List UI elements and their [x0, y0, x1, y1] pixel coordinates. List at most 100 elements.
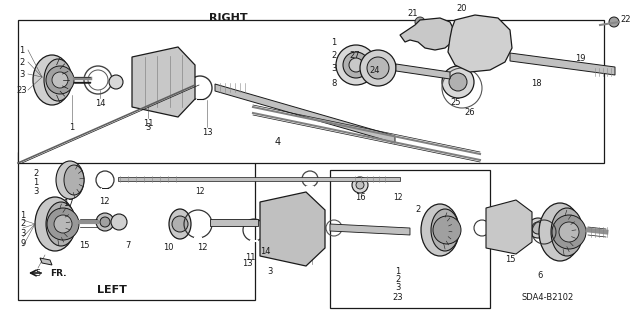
Text: 1: 1: [69, 123, 75, 132]
Text: 14: 14: [260, 247, 270, 257]
Polygon shape: [396, 64, 450, 79]
Circle shape: [415, 17, 425, 27]
Ellipse shape: [64, 165, 84, 195]
Ellipse shape: [539, 203, 581, 261]
Circle shape: [336, 45, 376, 85]
Circle shape: [367, 57, 389, 79]
Text: 2: 2: [19, 58, 24, 67]
Polygon shape: [330, 224, 410, 235]
Bar: [18, 152, 255, 300]
Bar: [330, 170, 490, 308]
Polygon shape: [260, 192, 325, 266]
Text: 6: 6: [538, 271, 543, 281]
Text: 27: 27: [349, 51, 360, 60]
Text: 2: 2: [20, 220, 26, 228]
Polygon shape: [400, 18, 455, 50]
Text: 2: 2: [332, 51, 337, 60]
Text: 5: 5: [35, 269, 40, 278]
Text: 2: 2: [396, 276, 401, 284]
Circle shape: [54, 215, 72, 233]
Text: 13: 13: [242, 260, 252, 268]
Text: 21: 21: [408, 9, 419, 18]
Circle shape: [442, 66, 474, 98]
Ellipse shape: [44, 59, 72, 101]
Text: 8: 8: [332, 78, 337, 87]
Polygon shape: [210, 219, 258, 226]
Text: 12: 12: [393, 194, 403, 203]
Circle shape: [352, 177, 368, 193]
Text: 12: 12: [195, 188, 205, 196]
Ellipse shape: [46, 202, 76, 246]
Text: 23: 23: [393, 293, 403, 302]
Circle shape: [100, 217, 110, 227]
Text: 25: 25: [451, 98, 461, 107]
Circle shape: [356, 181, 364, 189]
Text: 4: 4: [275, 137, 281, 147]
Polygon shape: [448, 15, 512, 72]
Text: 7: 7: [125, 242, 131, 251]
Text: 2: 2: [33, 169, 38, 178]
Text: 3: 3: [396, 284, 401, 292]
Text: 3: 3: [33, 187, 38, 196]
Ellipse shape: [551, 208, 583, 256]
Circle shape: [47, 208, 79, 240]
Text: 9: 9: [20, 239, 26, 249]
Circle shape: [46, 66, 74, 94]
Circle shape: [528, 218, 548, 238]
Circle shape: [96, 213, 114, 231]
Text: 3: 3: [19, 69, 25, 78]
Circle shape: [532, 222, 544, 234]
Circle shape: [559, 222, 579, 242]
Text: 3: 3: [145, 123, 150, 132]
Text: 19: 19: [575, 53, 585, 62]
Text: 18: 18: [531, 78, 541, 87]
Circle shape: [552, 215, 586, 249]
Text: 26: 26: [465, 108, 476, 116]
Text: 12: 12: [99, 197, 109, 206]
Text: 1: 1: [33, 178, 38, 187]
Text: 3: 3: [268, 268, 273, 276]
Bar: [18, 20, 604, 163]
Text: 23: 23: [17, 85, 28, 94]
Circle shape: [172, 216, 188, 232]
Text: 1: 1: [19, 45, 24, 54]
Ellipse shape: [421, 204, 459, 256]
Text: 15: 15: [79, 242, 89, 251]
Ellipse shape: [35, 197, 75, 251]
Circle shape: [430, 19, 440, 29]
Polygon shape: [215, 84, 395, 143]
Text: 1: 1: [396, 268, 401, 276]
Text: 22: 22: [620, 14, 630, 23]
Polygon shape: [486, 200, 532, 254]
Circle shape: [449, 73, 467, 91]
Text: 12: 12: [303, 197, 313, 206]
Circle shape: [433, 216, 461, 244]
Text: 12: 12: [196, 244, 207, 252]
Polygon shape: [118, 177, 400, 181]
Text: 2: 2: [415, 205, 420, 214]
Circle shape: [111, 214, 127, 230]
Text: 10: 10: [163, 244, 173, 252]
Text: 17: 17: [63, 198, 74, 207]
Text: 13: 13: [202, 127, 212, 137]
Text: RIGHT: RIGHT: [209, 13, 247, 23]
Ellipse shape: [169, 209, 191, 239]
Polygon shape: [40, 258, 52, 265]
Ellipse shape: [56, 161, 84, 199]
Text: 20: 20: [457, 4, 467, 12]
Text: LEFT: LEFT: [97, 285, 127, 295]
Circle shape: [343, 52, 369, 78]
Circle shape: [609, 17, 619, 27]
Text: 1: 1: [332, 37, 337, 46]
Ellipse shape: [33, 55, 71, 105]
Circle shape: [109, 75, 123, 89]
Polygon shape: [510, 53, 615, 75]
Circle shape: [349, 58, 363, 72]
Text: 24: 24: [370, 66, 380, 75]
Polygon shape: [132, 47, 195, 117]
Circle shape: [360, 50, 396, 86]
Text: SDA4-B2102: SDA4-B2102: [522, 293, 574, 302]
Circle shape: [52, 72, 68, 88]
Text: 3: 3: [20, 228, 26, 237]
Text: 11: 11: [244, 253, 255, 262]
